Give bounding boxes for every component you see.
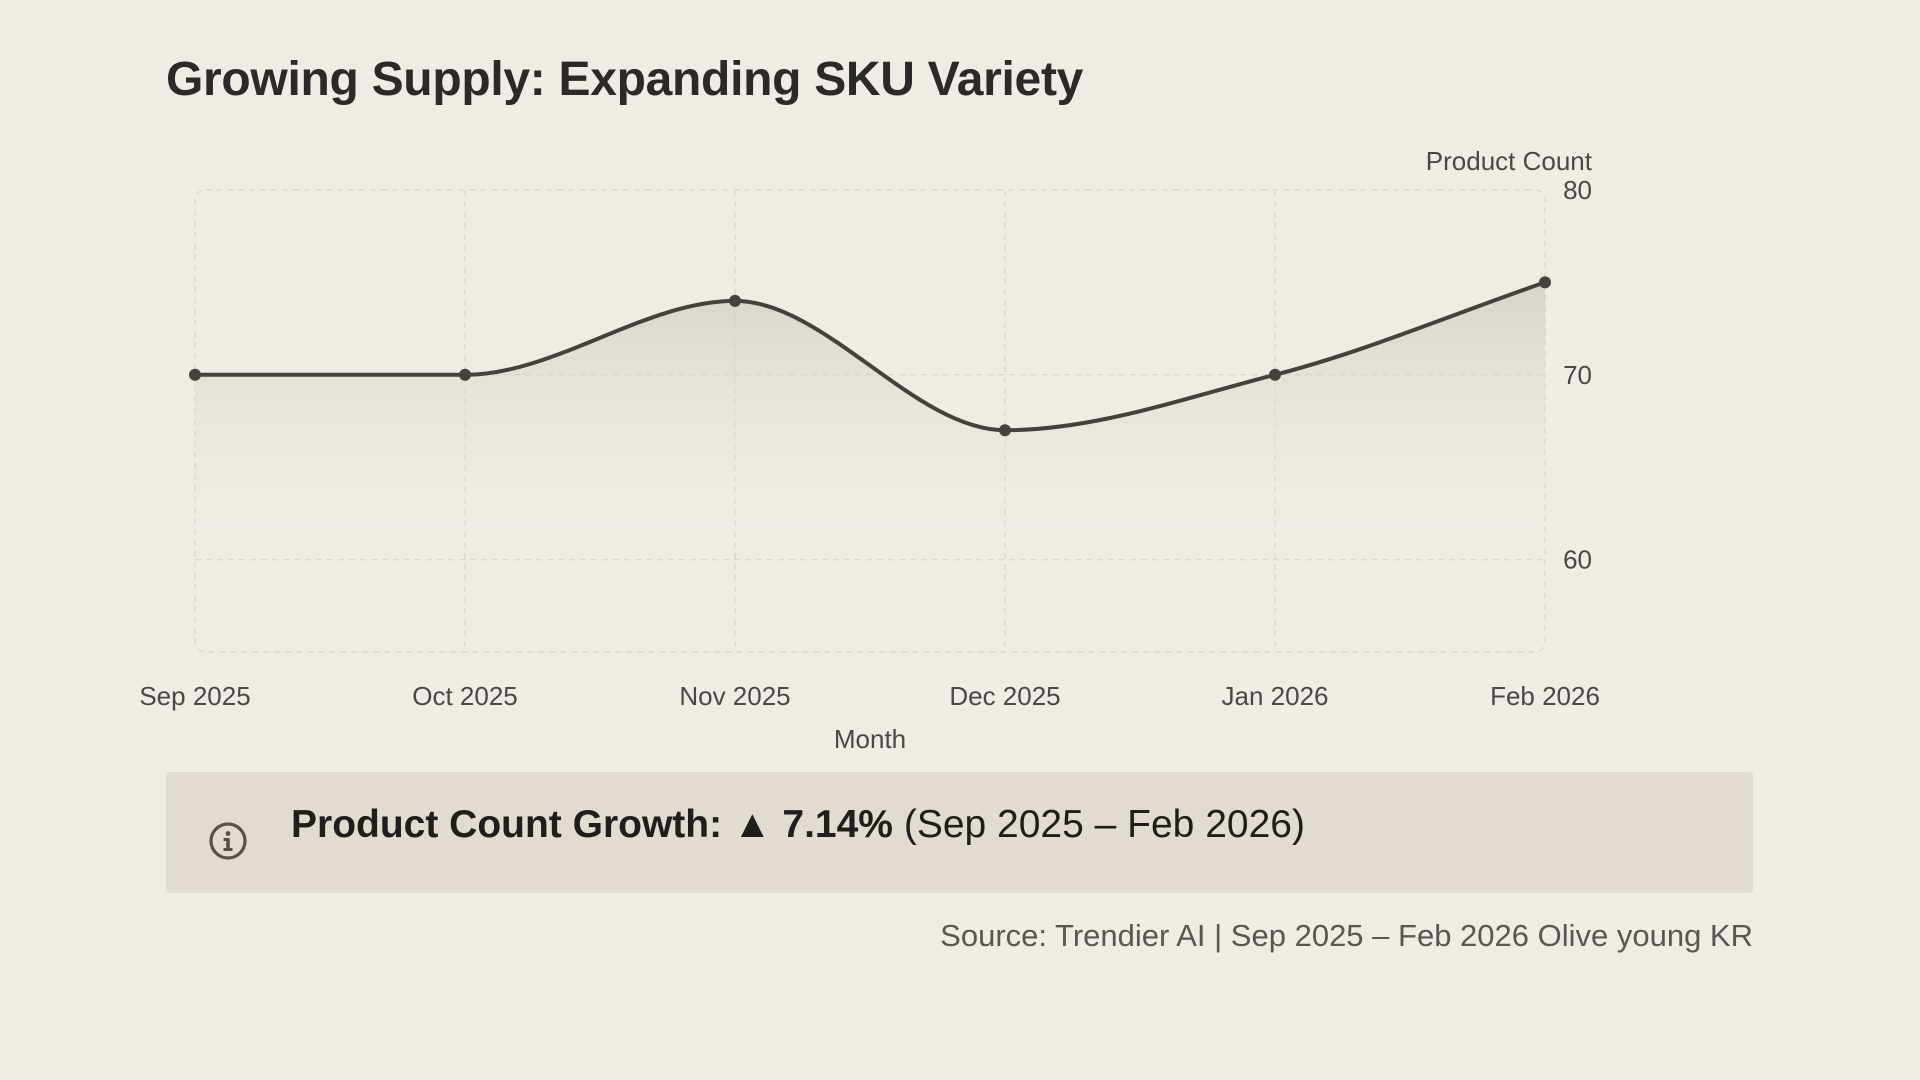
- data-point-dec-2025: [999, 424, 1011, 437]
- y-axis-title: Product Count: [1426, 146, 1593, 176]
- series-line-product-count: [193, 280, 1547, 433]
- callout-range: (Sep 2025 – Feb 2026): [903, 803, 1305, 846]
- series-line-group: [193, 280, 1547, 433]
- chart-title: Growing Supply: Expanding SKU Variety: [166, 53, 1084, 106]
- source-note: Source: Trendier AI | Sep 2025 – Feb 202…: [940, 918, 1753, 953]
- y-tick-label: 80: [1563, 175, 1592, 205]
- info-icon: [209, 822, 247, 860]
- callout-text: Product Count Growth: ▲ 7.14% (Sep 2025 …: [291, 803, 1305, 847]
- x-tick-label: Jan 2026: [1222, 681, 1329, 711]
- x-tick-label: Feb 2026: [1490, 681, 1600, 711]
- x-tick-label: Nov 2025: [679, 681, 790, 711]
- x-tick-label: Sep 2025: [139, 681, 250, 711]
- line-chart: Sep 2025 Oct 2025 Nov 2025 Dec 2025 Jan 2026…: [139, 146, 1600, 754]
- area-shape: [195, 282, 1545, 562]
- growth-callout: [166, 772, 1753, 893]
- data-point-feb-2026: [1539, 276, 1551, 289]
- callout-change: ▲ 7.14%: [732, 803, 893, 846]
- axis-labels: Sep 2025 Oct 2025 Nov 2025 Dec 2025 Jan 2026…: [139, 146, 1600, 754]
- data-point-jan-2026: [1269, 368, 1281, 381]
- data-point-nov-2025: [729, 294, 741, 307]
- data-point-sep-2025: [189, 368, 201, 381]
- x-tick-label: Oct 2025: [412, 681, 518, 711]
- y-tick-label: 60: [1563, 545, 1592, 575]
- area-fill: [195, 282, 1545, 562]
- x-axis-title: Month: [834, 724, 906, 754]
- callout-label: Product Count Growth:: [291, 803, 723, 846]
- data-points: [189, 276, 1551, 437]
- data-point-oct-2025: [459, 368, 471, 381]
- x-tick-label: Dec 2025: [949, 681, 1060, 711]
- y-tick-label: 70: [1563, 360, 1592, 390]
